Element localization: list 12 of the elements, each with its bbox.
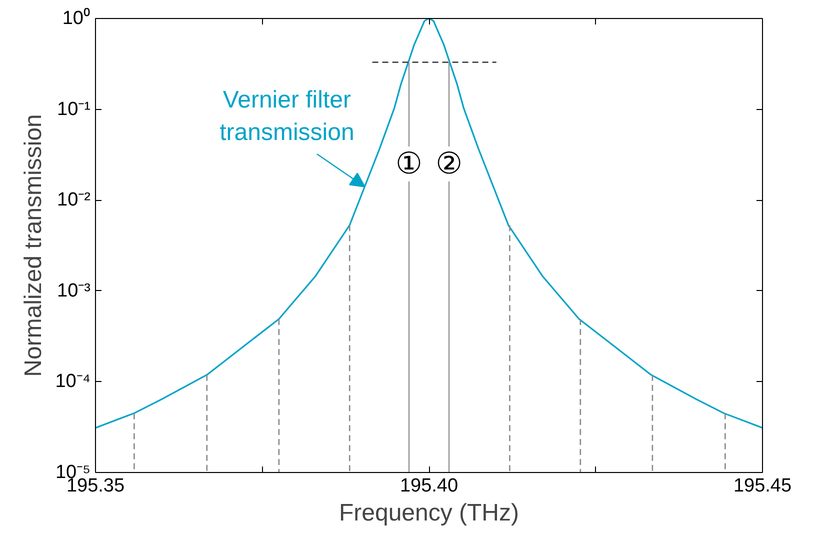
y-tick-label: 10⁻³ [57, 280, 91, 302]
x-axis-title: Frequency (THz) [338, 500, 520, 526]
x-tick-label: 195.40 [400, 476, 458, 496]
x-tick-label: 195.45 [733, 476, 792, 496]
y-axis-title: Normalized transmission [20, 114, 48, 377]
y-tick-label: 10⁰ [62, 7, 91, 29]
annotation: ① [396, 146, 422, 182]
annotation: ② [436, 146, 462, 182]
y-tick-label: 10⁻² [57, 190, 91, 211]
y-tick-label: 10⁻⁴ [55, 371, 91, 392]
y-tick-label: 10⁻¹ [57, 98, 91, 120]
annotation: Vernier filter transmission [220, 86, 354, 146]
